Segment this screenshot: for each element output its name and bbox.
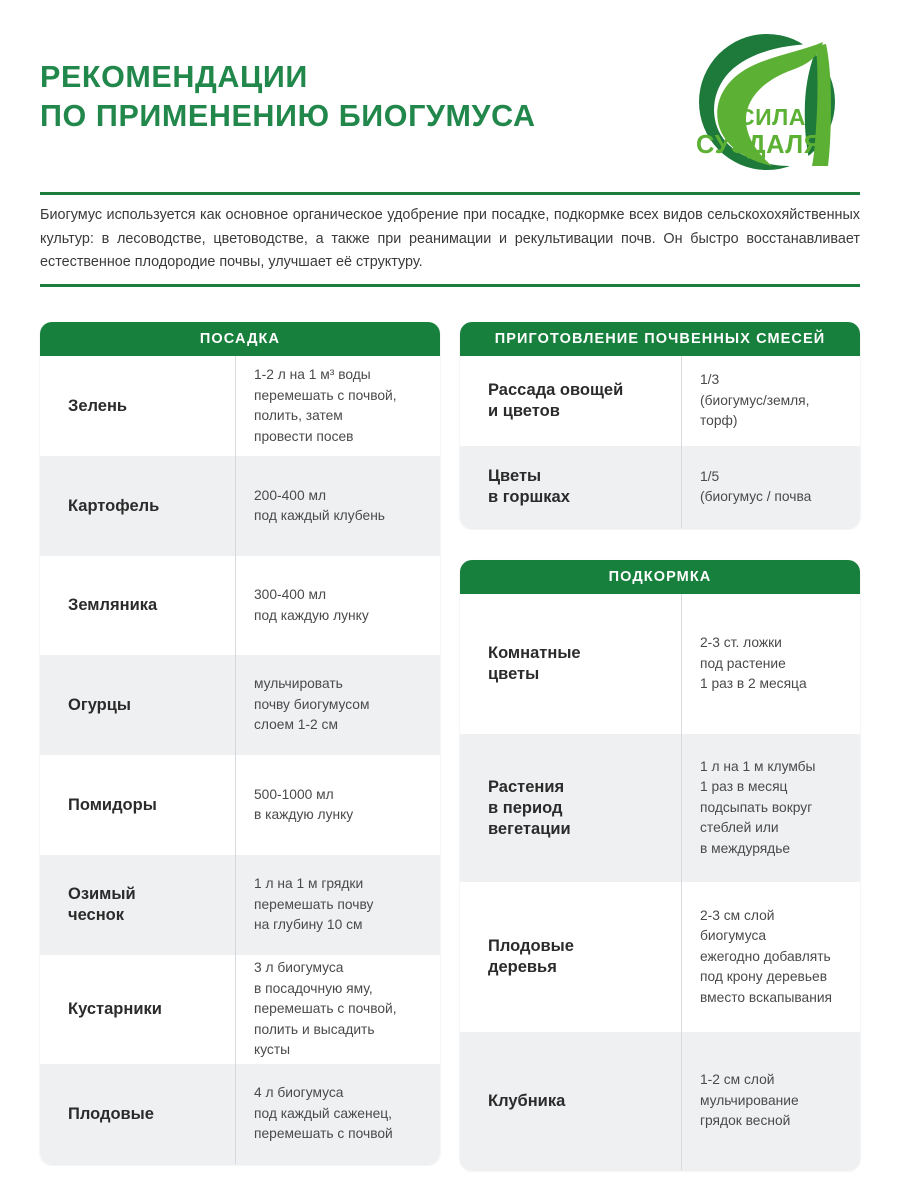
table-cell-crop-name: Плодовые деревья [460,882,682,1032]
table-cell-crop-name: Озимый чеснок [40,855,236,955]
table-cell-dosage: 2-3 см слой биогумуса ежегодно добавлять… [700,907,833,1005]
logo-mark-icon [699,34,835,170]
table-cell-dosage: 1/5 (биогумус / почва [700,468,812,505]
table-cell-dosage: 300-400 мл под каждую лунку [254,587,369,623]
table-cell-crop-name: Цветы в горшках [460,446,682,528]
table-card-planting: Посадка Зелень 1-2 л на 1 м³ воды перемеш… [40,322,440,1164]
table-header-feeding: Подкормка [460,560,860,594]
table-cell-dosage: 200-400 мл под каждый клубень [254,487,385,524]
table-cell-crop-name: Помидоры [40,755,236,855]
table-card-feeding: Подкормка Комнатные цветы 2-3 ст. ложки п… [460,560,860,1170]
table-header-soil-mixtures: Приготовление почвенных смесей [460,322,860,356]
table-cell-crop-name: Кустарники [40,955,236,1064]
table-body-soil-mixtures: Рассада овощей и цветов 1/3 (биогумус/зем… [460,356,860,528]
table-cell-dosage: 1 л на 1 м грядки перемешать почву на гл… [254,876,374,933]
intro-text: Биогумус используется как основное орган… [40,207,860,270]
table-row: Рассада овощей и цветов 1/3 (биогумус/зем… [460,356,860,446]
brand-logo: Сила Суздаля [660,30,860,180]
table-cell-dosage: мульчировать почву биогумусом слоем 1-2 … [254,676,370,733]
table-row: Плодовые 4 л биогумуса под каждый саженец… [40,1064,440,1164]
table-row: Растения в период вегетации 1 л на 1 м кл… [460,734,860,882]
table-cell-crop-name: Клубника [460,1032,682,1170]
table-cell-crop-name: Рассада овощей и цветов [460,356,682,446]
table-row: Зелень 1-2 л на 1 м³ воды перемешать с по… [40,356,440,456]
table-cell-crop-name: Зелень [40,356,236,456]
table-body-feeding: Комнатные цветы 2-3 ст. ложки под растени… [460,594,860,1170]
table-card-soil-mixtures: Приготовление почвенных смесей Рассада о… [460,322,860,528]
table-row: Огурцы мульчировать почву биогумусом слое… [40,655,440,755]
table-cell-crop-name: Земляника [40,556,236,655]
table-cell-dosage: 4 л биогумуса под каждый саженец, переме… [254,1085,393,1142]
table-row: Помидоры 500-1000 мл в каждую лунку [40,755,440,855]
table-row: Плодовые деревья 2-3 см слой биогумуса еж… [460,882,860,1032]
table-cell-crop-name: Картофель [40,456,236,556]
table-row: Цветы в горшках 1/5 (биогумус / почва [460,446,860,528]
table-cell-crop-name: Комнатные цветы [460,594,682,734]
page-title: Рекомендации по применению биогумуса [40,58,640,136]
page-title-line-1: Рекомендации [40,60,308,94]
divider-top [40,192,860,195]
table-row: Картофель 200-400 мл под каждый клубень [40,456,440,556]
table-cell-dosage: 3 л биогумуса в посадочную яму, перемеша… [254,960,397,1058]
table-cell-dosage: 2-3 ст. ложки под растение 1 раз в 2 мес… [700,635,807,692]
table-row: Земляника 300-400 мл под каждую лунку [40,556,440,655]
table-row: Озимый чеснок 1 л на 1 м грядки перемешат… [40,855,440,955]
table-cell-dosage: 500-1000 мл в каждую лунку [254,786,354,823]
table-cell-dosage: 1/3 (биогумус/земля, торф) [700,372,810,429]
table-cell-dosage: 1-2 см слой мульчирование грядок весной [700,1072,799,1129]
page-header: Рекомендации по применению биогумуса Сил… [0,0,900,190]
table-row: Кустарники 3 л биогумуса в посадочную яму… [40,955,440,1064]
table-cell-dosage: 1-2 л на 1 м³ воды перемешать с почвой, … [254,367,397,444]
page-title-line-2: по применению биогумуса [40,99,536,133]
table-cell-crop-name: Огурцы [40,655,236,755]
table-cell-crop-name: Плодовые [40,1064,236,1164]
table-header-planting: Посадка [40,322,440,356]
table-row: Комнатные цветы 2-3 ст. ложки под растени… [460,594,860,734]
intro-paragraph: Биогумус используется как основное орган… [40,204,860,275]
table-cell-crop-name: Растения в период вегетации [460,734,682,882]
table-row: Клубника 1-2 см слой мульчирование грядок… [460,1032,860,1170]
table-cell-dosage: 1 л на 1 м клумбы 1 раз в месяц подсыпат… [700,758,816,856]
table-body-planting: Зелень 1-2 л на 1 м³ воды перемешать с по… [40,356,440,1164]
divider-bottom [40,284,860,287]
